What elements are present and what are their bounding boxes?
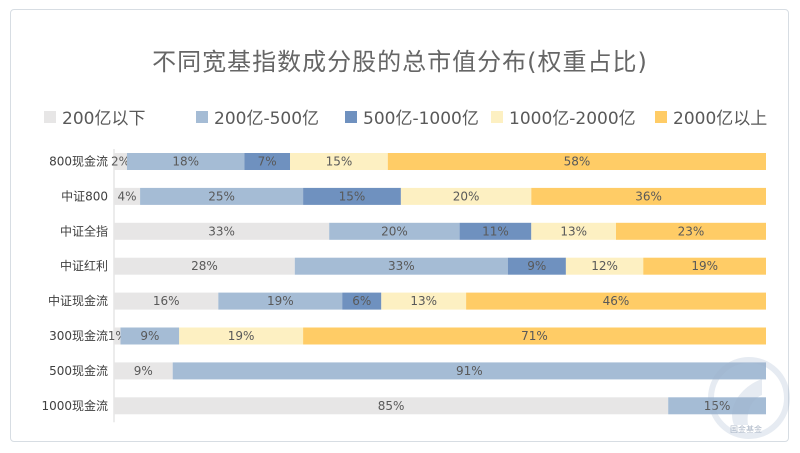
data-label: 19%	[228, 329, 255, 343]
bar-segment	[466, 292, 766, 310]
data-label: 13%	[560, 224, 587, 238]
legend-label: 1000亿-2000亿	[509, 109, 636, 129]
legend-item: 2000亿以上	[655, 104, 767, 129]
data-label: 58%	[564, 155, 591, 169]
watermark-text: 国金基金	[730, 425, 762, 434]
data-label: 91%	[456, 364, 483, 378]
data-label: 9%	[134, 364, 153, 378]
legend-swatch	[345, 110, 357, 123]
bar-segment	[531, 187, 766, 205]
bar-segment	[294, 257, 508, 275]
data-label: 9%	[140, 329, 159, 343]
data-label: 23%	[678, 224, 705, 238]
data-label: 19%	[691, 259, 718, 273]
data-label: 25%	[208, 189, 235, 203]
bar-segment	[218, 292, 343, 310]
bar-segment	[114, 362, 173, 380]
data-label: 6%	[352, 294, 371, 308]
bar-segment	[303, 187, 401, 205]
bar-segment	[114, 292, 219, 310]
data-label: 33%	[388, 259, 415, 273]
bar-segment	[172, 362, 766, 380]
category-label: 500现金流	[49, 363, 108, 378]
data-label: 7%	[258, 155, 277, 169]
category-label: 300现金流	[49, 328, 108, 343]
legend-swatch	[44, 110, 56, 123]
chart-legend: 200亿以下 200亿-500亿 500亿-1000亿 1000亿-2000亿 2000…	[0, 104, 800, 130]
data-label: 15%	[704, 399, 731, 413]
data-label: 28%	[191, 259, 218, 273]
bar-segment	[668, 397, 766, 415]
data-label: 36%	[635, 189, 662, 203]
bar-segment	[114, 187, 141, 205]
bar-segment	[114, 222, 330, 240]
data-label: 33%	[208, 224, 235, 238]
category-label: 800现金流	[49, 154, 108, 169]
legend-label: 500亿-1000亿	[363, 109, 479, 129]
data-label: 16%	[153, 294, 180, 308]
legend-swatch	[491, 110, 503, 123]
bar-segment	[342, 292, 382, 310]
data-label: 11%	[482, 224, 509, 238]
legend-label: 200亿以下	[62, 109, 146, 129]
data-label: 15%	[326, 155, 353, 169]
bar-segment	[244, 153, 290, 170]
bar-segment	[643, 257, 766, 275]
bar-segment	[459, 222, 532, 240]
legend-item: 500亿-1000亿	[345, 104, 479, 129]
bar-segment	[616, 222, 766, 240]
bar-segment	[140, 187, 304, 205]
legend-swatch	[196, 110, 208, 123]
bar-segment	[387, 153, 766, 170]
data-label: 20%	[453, 189, 480, 203]
legend-item: 200亿-500亿	[196, 104, 319, 129]
data-label: 71%	[521, 329, 548, 343]
bar-segment	[114, 257, 295, 275]
data-label: 9%	[527, 259, 546, 273]
data-label: 13%	[410, 294, 437, 308]
data-label: 12%	[591, 259, 618, 273]
category-label: 中证现金流	[48, 293, 108, 308]
bar-segment	[114, 153, 127, 170]
data-label: 85%	[378, 399, 405, 413]
bar-segment	[114, 327, 121, 345]
bar-segment	[400, 187, 532, 205]
category-label: 1000现金流	[41, 398, 108, 413]
bar-segment	[329, 222, 460, 240]
legend-label: 200亿-500亿	[214, 109, 320, 129]
legend-item: 1000亿-2000亿	[491, 104, 636, 129]
category-label: 中证全指	[60, 223, 108, 238]
data-label: 2%	[111, 155, 130, 169]
bar-segment	[127, 153, 245, 170]
legend-label: 2000亿以上	[673, 109, 768, 129]
legend-item: 200亿以下	[44, 104, 145, 129]
watermark-logo-icon	[708, 357, 790, 439]
data-label: 19%	[267, 294, 294, 308]
bar-segment	[507, 257, 566, 275]
bar-segment	[381, 292, 467, 310]
legend-swatch	[655, 110, 667, 123]
data-label: 4%	[117, 189, 136, 203]
bar-segment	[114, 397, 669, 415]
category-label: 中证800	[61, 188, 108, 203]
bar-segment	[290, 153, 388, 170]
bar-segment	[531, 222, 617, 240]
data-label: 15%	[339, 189, 366, 203]
data-label: 18%	[172, 155, 199, 169]
bar-segment	[303, 327, 766, 345]
category-label: 中证红利	[60, 258, 108, 273]
bar-segment	[120, 327, 180, 345]
data-label: 46%	[603, 294, 630, 308]
chart-title: 不同宽基指数成分股的总市值分布(权重占比)	[152, 48, 648, 76]
bar-segment	[565, 257, 644, 275]
bar-segment	[179, 327, 304, 345]
data-label: 20%	[381, 224, 408, 238]
